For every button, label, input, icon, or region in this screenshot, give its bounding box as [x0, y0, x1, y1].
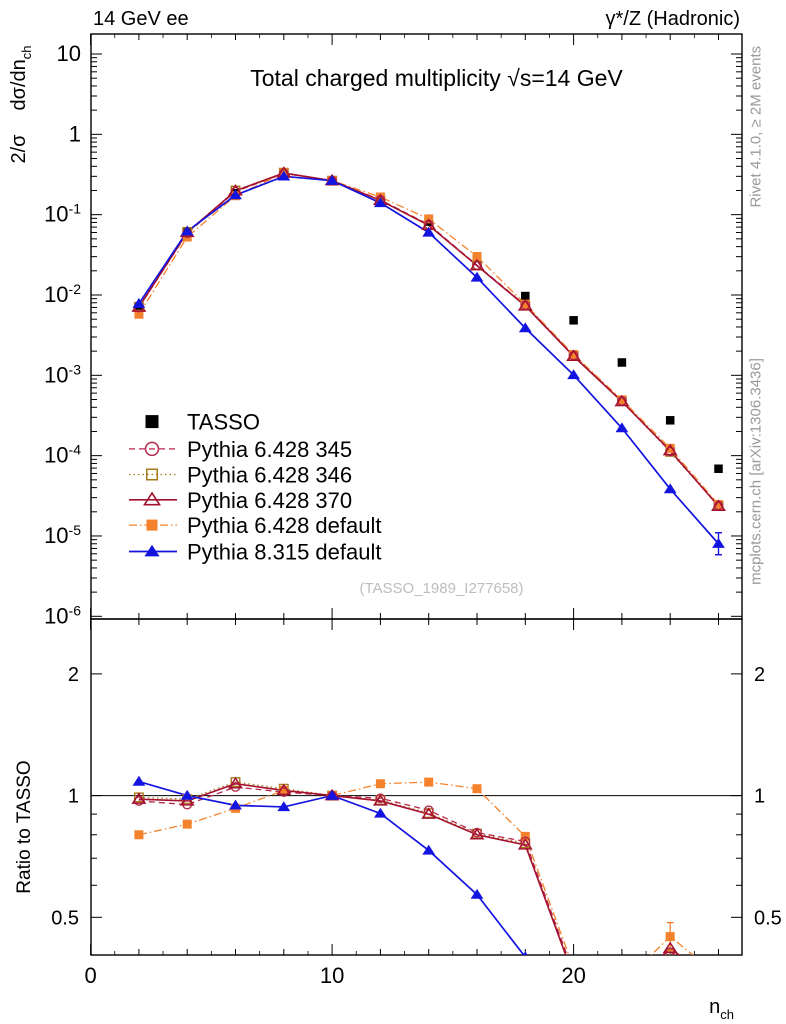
svg-text:10: 10 — [320, 963, 344, 988]
svg-text:2: 2 — [68, 664, 79, 686]
svg-text:Total charged multiplicity √s=: Total charged multiplicity √s=14 GeV — [250, 65, 623, 91]
svg-text:Ratio to TASSO: Ratio to TASSO — [14, 760, 35, 893]
svg-text:2: 2 — [754, 664, 765, 686]
svg-text:0.5: 0.5 — [51, 907, 79, 929]
svg-text:20: 20 — [561, 963, 585, 988]
svg-text:0.5: 0.5 — [754, 907, 782, 929]
svg-text:Pythia 6.428 370: Pythia 6.428 370 — [187, 488, 352, 513]
svg-text:mcplots.cern.ch [arXiv:1306.34: mcplots.cern.ch [arXiv:1306.3436] — [748, 358, 765, 585]
svg-text:14 GeV ee: 14 GeV ee — [93, 8, 189, 30]
svg-text:Rivet 4.1.0, ≥ 2M events: Rivet 4.1.0, ≥ 2M events — [748, 46, 765, 208]
svg-text:1: 1 — [68, 786, 79, 808]
svg-text:1: 1 — [69, 121, 81, 146]
svg-text:1: 1 — [754, 786, 765, 808]
svg-text:Pythia 6.428 346: Pythia 6.428 346 — [187, 463, 352, 488]
svg-text:Pythia 8.315 default: Pythia 8.315 default — [187, 540, 381, 565]
svg-text:2/σ: 2/σ — [8, 134, 30, 164]
svg-text:Pythia 6.428 345: Pythia 6.428 345 — [187, 437, 352, 462]
svg-text:0: 0 — [84, 963, 96, 988]
svg-text:10: 10 — [57, 41, 81, 66]
svg-text:TASSO: TASSO — [187, 410, 260, 435]
svg-text:γ*/Z (Hadronic): γ*/Z (Hadronic) — [606, 8, 740, 30]
svg-text:Pythia 6.428 default: Pythia 6.428 default — [187, 513, 381, 538]
svg-text:(TASSO_1989_I277658): (TASSO_1989_I277658) — [360, 580, 524, 597]
